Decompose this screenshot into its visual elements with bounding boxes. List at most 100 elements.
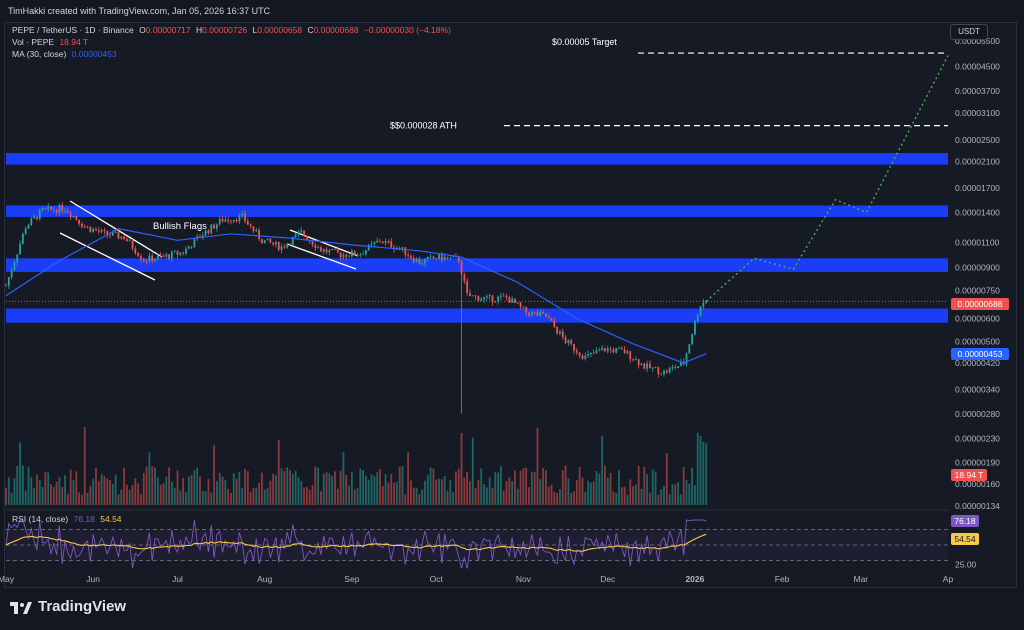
volume-bar [497,472,499,505]
candle-body [227,219,230,222]
candle-body [182,252,185,254]
volume-bar [244,468,246,505]
rsi-line [5,519,707,569]
candle-body [154,259,156,262]
candle-body [331,248,334,251]
candle-body [148,255,151,262]
volume-bar [300,480,303,505]
price-tick-12: 0.00000500 [955,336,1000,346]
price-tick-9: 0.00000900 [955,263,1000,273]
credit-text: TimHakki created with TradingView.com, J… [8,6,271,16]
volume-bar [381,486,384,505]
candle-body [16,254,19,263]
candle-body [328,250,331,253]
volume-bar [539,478,542,505]
candle-body [604,348,606,352]
volume-bar [185,492,187,505]
volume-bar [92,478,95,505]
volume-bar [78,492,81,505]
candle-body [660,374,663,375]
change-value: −0.00000030 (−4.18%) [363,25,451,35]
candle-body [311,241,314,245]
tradingview-logo[interactable]: TradingView [10,598,126,615]
volume-bar [421,489,424,505]
volume-bar [246,471,249,505]
volume-bar [230,492,232,505]
flags-annotation: Bullish Flags [153,221,207,232]
volume-bar [213,445,215,505]
candle-body [502,295,505,297]
volume-bar [592,481,595,505]
volume-bar [277,439,280,505]
open-value: 0.00000717 [145,25,191,35]
candle-body [466,280,469,294]
candle-body [131,240,134,249]
candle-body [36,216,38,220]
volume-bar [66,493,69,505]
candle-body [350,250,353,257]
volume-bar [30,476,33,505]
volume-bar [696,432,699,505]
candle-body [244,213,246,222]
volume-bar [705,443,708,505]
volume-bar [311,485,314,505]
volume-bar [373,475,376,505]
candle-body [485,296,488,298]
volume-bar [106,478,109,505]
volume-bar [182,477,185,505]
price-tick-11: 0.00000600 [955,313,1000,323]
volume-bar [114,474,117,505]
volume-bar [699,436,702,505]
candle-body [272,242,275,245]
volume-bar [331,475,334,505]
candle-body [252,226,255,232]
candle-body [83,226,86,228]
candle-body [528,312,530,316]
volume-bar [443,476,446,505]
volume-bar [7,477,10,505]
volume-bar [207,479,210,505]
candle-body [5,285,7,287]
volume-bar [131,485,134,505]
volume-bar [241,488,244,505]
candle-body [606,348,609,352]
candle-body [204,230,207,236]
candle-body [587,354,589,356]
volume-bar [89,485,92,505]
volume-bar [260,472,263,505]
candle-body [421,263,424,265]
zone-band-0 [6,153,948,165]
volume-bar [455,471,457,505]
volume-bar [609,472,612,505]
candle-body [201,235,204,238]
candle-body [387,241,390,242]
ma-price-tag: 0.00000453 [951,348,1009,360]
candle-body [241,213,244,216]
volume-bar [367,479,370,505]
volume-bar [516,488,519,505]
candle-body [654,367,657,369]
projection-path [705,55,949,302]
volume-bar [508,477,511,505]
volume-bar [663,485,665,505]
currency-selector[interactable]: USDT [950,24,988,40]
candle-body [275,241,277,245]
volume-bar [151,466,154,505]
volume-bar [345,474,348,505]
volume-bar [159,484,162,505]
volume-bar [660,489,663,505]
volume-bar [685,479,688,505]
volume-bar [238,472,241,505]
price-tick-16: 0.00000230 [955,433,1000,443]
volume-bar [500,466,502,505]
candle-body [440,253,443,261]
footer [0,588,1024,630]
volume-bar [272,473,275,505]
candle-body [61,205,64,212]
candle-body [505,295,508,298]
candle-body [30,218,33,226]
candle-body [469,293,471,297]
high-value: 0.00000726 [202,25,248,35]
x-tick-8: 2026 [685,574,704,584]
